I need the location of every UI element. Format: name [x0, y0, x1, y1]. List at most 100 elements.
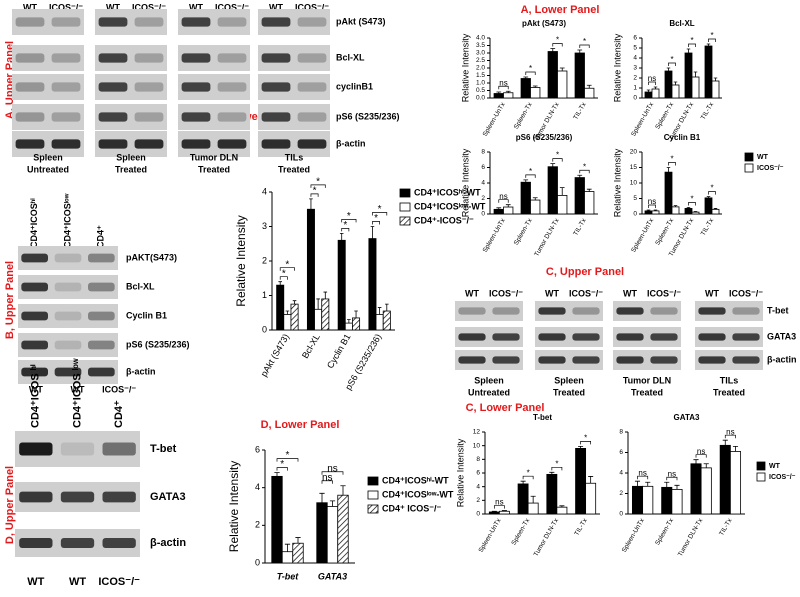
- legend-swatch: [399, 188, 411, 198]
- blot-band: [51, 139, 81, 149]
- y-axis-label: Relative Intensity: [227, 461, 241, 552]
- chart-title: GATA3: [674, 413, 700, 422]
- significance-label: *: [556, 151, 559, 160]
- bar: [691, 76, 700, 99]
- y-tick-label: 2: [262, 255, 267, 265]
- significance-label: ns: [322, 472, 333, 483]
- x-tick-label: Spleen-UnTx: [630, 101, 655, 138]
- blot-band: [15, 53, 45, 63]
- error-bar: [278, 281, 282, 286]
- panel-title: C, Lower Panel: [466, 402, 545, 414]
- error-bar: [520, 480, 526, 484]
- x-tick-label: Spleen-UnTx: [621, 517, 646, 554]
- error-bar: [496, 207, 502, 210]
- lane-label: WT: [545, 288, 559, 298]
- bar: [671, 206, 680, 215]
- lane-label: WT: [465, 288, 479, 298]
- bar: [337, 239, 346, 331]
- blot-band: [732, 356, 760, 364]
- blot-band: [297, 139, 327, 149]
- bar: [661, 486, 673, 515]
- blot-band: [458, 333, 486, 341]
- group-label: Untreated: [27, 164, 69, 174]
- blot-band: [538, 333, 566, 341]
- y-tick-label: 3.5: [476, 42, 485, 49]
- error-bar: [646, 89, 651, 92]
- error-bar: [295, 537, 301, 544]
- significance-label: *: [285, 259, 289, 270]
- legend-swatch: [367, 490, 379, 500]
- significance-label: ns: [648, 74, 656, 83]
- y-axis-label: Relative Intensity: [234, 215, 248, 306]
- blot-band: [54, 340, 82, 350]
- lane-label: CD4⁺ICOSʰⁱ: [28, 198, 39, 248]
- y-axis-label: Relative Intensity: [612, 148, 622, 217]
- bar: [517, 483, 529, 515]
- y-tick-label: 4: [476, 483, 480, 490]
- blot-band: [54, 282, 82, 292]
- bar: [375, 314, 384, 331]
- y-tick-label: 1: [633, 85, 637, 92]
- blot-band: [297, 112, 327, 122]
- group-label: Spleen: [116, 152, 146, 162]
- bar: [671, 84, 680, 99]
- blot-band: [492, 333, 520, 341]
- error-bar: [370, 226, 375, 239]
- lane-label: ICOS⁻/⁻: [647, 288, 681, 298]
- bar: [316, 502, 328, 564]
- bar: [584, 191, 595, 215]
- bar: [547, 166, 558, 215]
- significance-label: *: [286, 450, 290, 461]
- y-tick-label: 1.0: [476, 80, 485, 87]
- error-bar: [577, 174, 583, 178]
- lane-label: CD4⁺: [113, 400, 125, 428]
- significance-label: *: [280, 459, 284, 470]
- bar: [271, 475, 283, 564]
- chart-title: T-bet: [533, 413, 552, 422]
- blot-band: [134, 53, 164, 63]
- blot-band: [492, 307, 520, 315]
- error-bar: [586, 188, 592, 192]
- bar: [651, 88, 660, 99]
- bar: [584, 87, 595, 99]
- error-bar: [354, 310, 358, 318]
- x-tick-label: Bcl-XL: [300, 332, 322, 360]
- significance-bracket: [695, 454, 707, 458]
- x-tick-label: pAkt (S473): [259, 332, 291, 378]
- error-bar: [686, 48, 691, 53]
- y-tick-label: 8: [476, 456, 480, 463]
- lane-label: WT: [23, 2, 37, 12]
- y-tick-label: 12: [473, 429, 481, 436]
- blot-band: [51, 82, 81, 92]
- group-label: TILs: [285, 152, 304, 162]
- significance-bracket: [522, 475, 534, 480]
- bar: [368, 238, 377, 331]
- y-tick-label: 0.5: [476, 87, 485, 94]
- error-bar: [645, 481, 651, 487]
- legend-swatch: [399, 216, 411, 226]
- blot-band: [181, 82, 211, 92]
- lane-label: ICOS⁻/⁻: [49, 2, 83, 12]
- significance-bracket: [708, 38, 716, 42]
- y-tick-label: 2.5: [476, 57, 485, 64]
- blot-strip: [455, 327, 523, 347]
- protein-label: β-actin: [767, 354, 797, 364]
- significance-bracket: [498, 85, 509, 90]
- blot-strip: [12, 9, 84, 35]
- significance-bracket: [321, 480, 333, 484]
- significance-label: *: [529, 167, 532, 176]
- error-bar: [686, 207, 691, 209]
- y-axis-label: Relative Intensity: [455, 438, 465, 507]
- significance-bracket: [688, 43, 696, 47]
- blot-band: [54, 367, 82, 377]
- significance-label: *: [378, 204, 382, 215]
- blot-band: [650, 356, 678, 364]
- significance-bracket: [279, 276, 288, 280]
- blot-band: [134, 139, 164, 149]
- chart-title: pS6 (S235/236): [516, 133, 573, 142]
- bar: [664, 70, 673, 99]
- significance-label: *: [670, 155, 673, 164]
- blot-strip: [12, 104, 84, 130]
- error-bar: [653, 209, 658, 211]
- bar: [574, 52, 585, 99]
